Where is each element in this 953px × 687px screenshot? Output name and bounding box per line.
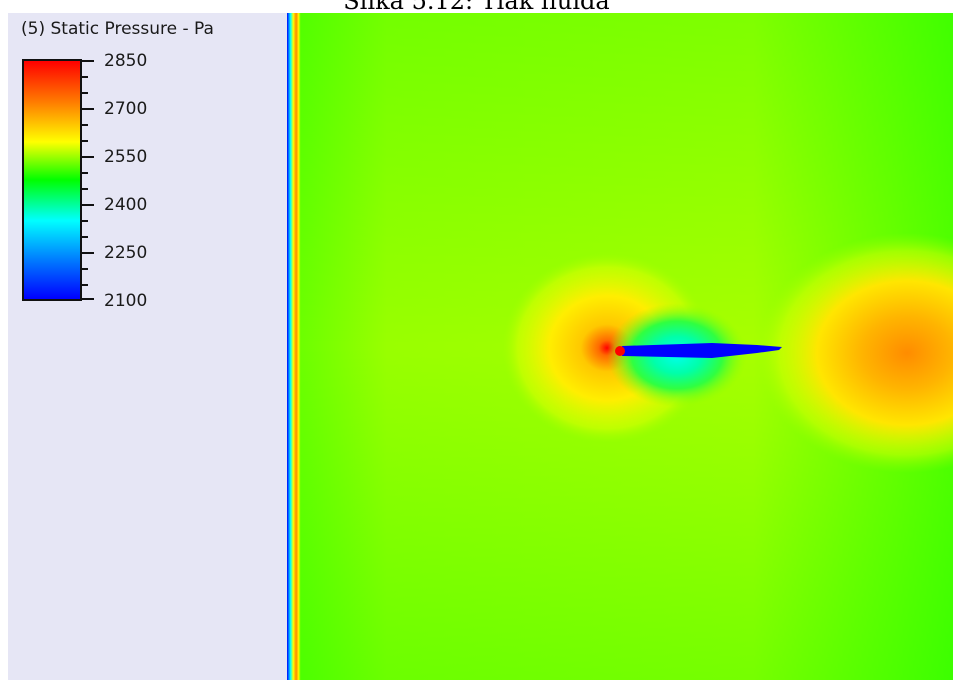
tick-major xyxy=(82,108,94,110)
tick-minor xyxy=(82,284,88,286)
tick-minor xyxy=(82,76,88,78)
tick-label-2850: 2850 xyxy=(104,51,148,71)
tick-major xyxy=(82,298,94,300)
tick-minor xyxy=(82,220,88,222)
tick-minor xyxy=(82,236,88,238)
tick-major xyxy=(82,156,94,158)
tick-major xyxy=(82,60,94,62)
legend-title: (5) Static Pressure - Pa xyxy=(21,19,214,39)
tick-label-2100: 2100 xyxy=(104,291,148,311)
immersed-body xyxy=(622,343,782,358)
color-bar xyxy=(22,59,82,301)
tick-minor xyxy=(82,188,88,190)
pressure-field-svg xyxy=(287,13,953,680)
tick-label-2550: 2550 xyxy=(104,147,148,167)
tick-minor xyxy=(82,172,88,174)
tick-minor xyxy=(82,92,88,94)
tick-label-2400: 2400 xyxy=(104,195,148,215)
color-bar-ticks xyxy=(82,60,96,300)
tick-minor xyxy=(82,268,88,270)
tick-minor xyxy=(82,140,88,142)
tick-major xyxy=(82,252,94,254)
tick-minor xyxy=(82,124,88,126)
inlet-edge-band xyxy=(287,13,301,680)
stagnation-point xyxy=(615,346,625,356)
tick-label-2700: 2700 xyxy=(104,99,148,119)
tick-major xyxy=(82,204,94,206)
plot-frame: (5) Static Pressure - Pa 2850 2700 2550 … xyxy=(8,13,953,680)
pressure-field xyxy=(287,13,953,680)
tick-label-2250: 2250 xyxy=(104,243,148,263)
figure-caption: Slika 5.12: Tlak fluida xyxy=(343,0,610,15)
wake-high-pressure-zone xyxy=(757,233,953,473)
